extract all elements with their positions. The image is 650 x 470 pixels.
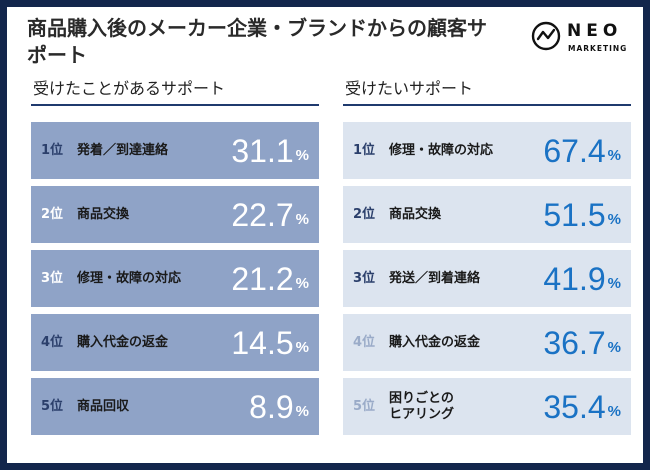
ranking-row: 5位 商品回収 8.9% bbox=[31, 378, 319, 435]
percentage-value: 35.4% bbox=[543, 378, 621, 435]
percentage-value: 41.9% bbox=[543, 250, 621, 307]
rank-label: 4位 bbox=[353, 335, 376, 350]
support-label: 修理・故障の対応 bbox=[389, 142, 494, 158]
percent-sign: % bbox=[607, 403, 621, 420]
ranking-row: 1位 修理・故障の対応 67.4% bbox=[343, 122, 631, 179]
value-number: 8.9 bbox=[249, 388, 294, 425]
page-title: 商品購入後のメーカー企業・ブランドからの顧客サポート bbox=[27, 16, 487, 67]
percent-sign: % bbox=[295, 339, 309, 356]
percentage-value: 67.4% bbox=[543, 122, 621, 179]
percent-sign: % bbox=[607, 211, 621, 228]
support-label: 商品交換 bbox=[77, 206, 130, 222]
value-number: 14.5 bbox=[231, 324, 294, 361]
percentage-value: 8.9% bbox=[249, 378, 309, 435]
ranking-row: 1位 発着／到達連絡 31.1% bbox=[31, 122, 319, 179]
received-support-heading: 受けたことがあるサポート bbox=[31, 75, 319, 106]
ranking-row: 4位 購入代金の返金 14.5% bbox=[31, 314, 319, 371]
percent-sign: % bbox=[295, 403, 309, 420]
value-number: 22.7 bbox=[231, 196, 294, 233]
received-support-rows: 1位 発着／到達連絡 31.1% 2位 商品交換 22.7% 3位 修理・故障の対応 21.2%… bbox=[31, 122, 319, 435]
support-label: 発送／到着連絡 bbox=[389, 270, 481, 286]
rank-label: 2位 bbox=[353, 207, 376, 222]
rank-label: 5位 bbox=[41, 399, 64, 414]
percent-sign: % bbox=[295, 147, 309, 164]
logo-name: NEO bbox=[567, 21, 623, 41]
percent-sign: % bbox=[607, 275, 621, 292]
rank-label: 1位 bbox=[353, 143, 376, 158]
percentage-value: 36.7% bbox=[543, 314, 621, 371]
rank-label: 4位 bbox=[41, 335, 64, 350]
ranking-row: 2位 商品交換 22.7% bbox=[31, 186, 319, 243]
percent-sign: % bbox=[607, 339, 621, 356]
support-label: 修理・故障の対応 bbox=[77, 270, 182, 286]
value-number: 51.5 bbox=[543, 196, 606, 233]
support-label: 商品交換 bbox=[389, 206, 442, 222]
value-number: 41.9 bbox=[543, 260, 606, 297]
percentage-value: 14.5% bbox=[231, 314, 309, 371]
percent-sign: % bbox=[295, 275, 309, 292]
rank-label: 5位 bbox=[353, 399, 376, 414]
wanted-support-column: 受けたいサポート 1位 修理・故障の対応 67.4% 2位 商品交換 51.5% 3位 発送／… bbox=[343, 75, 631, 442]
ranking-row: 3位 発送／到着連絡 41.9% bbox=[343, 250, 631, 307]
support-label: 購入代金の返金 bbox=[389, 334, 481, 350]
percent-sign: % bbox=[607, 147, 621, 164]
ranking-row: 5位 困りごとの ヒアリング 35.4% bbox=[343, 378, 631, 435]
value-number: 21.2 bbox=[231, 260, 294, 297]
percentage-value: 51.5% bbox=[543, 186, 621, 243]
percentage-value: 22.7% bbox=[231, 186, 309, 243]
ranking-row: 2位 商品交換 51.5% bbox=[343, 186, 631, 243]
value-number: 67.4 bbox=[543, 132, 606, 169]
wanted-support-heading: 受けたいサポート bbox=[343, 75, 631, 106]
value-number: 35.4 bbox=[543, 388, 606, 425]
rank-label: 1位 bbox=[41, 143, 64, 158]
rank-label: 3位 bbox=[353, 271, 376, 286]
received-support-column: 受けたことがあるサポート 1位 発着／到達連絡 31.1% 2位 商品交換 22.7% 3位… bbox=[31, 75, 319, 442]
value-number: 36.7 bbox=[543, 324, 606, 361]
ranking-row: 3位 修理・故障の対応 21.2% bbox=[31, 250, 319, 307]
support-label: 商品回収 bbox=[77, 398, 130, 414]
wanted-support-rows: 1位 修理・故障の対応 67.4% 2位 商品交換 51.5% 3位 発送／到着連絡 41.9%… bbox=[343, 122, 631, 435]
percent-sign: % bbox=[295, 211, 309, 228]
neo-marketing-logo: NEO MARKETING bbox=[531, 21, 637, 55]
ranking-row: 4位 購入代金の返金 36.7% bbox=[343, 314, 631, 371]
rank-label: 3位 bbox=[41, 271, 64, 286]
support-label: 発着／到達連絡 bbox=[77, 142, 169, 158]
value-number: 31.1 bbox=[231, 132, 294, 169]
support-label: 購入代金の返金 bbox=[77, 334, 169, 350]
support-label: 困りごとの ヒアリング bbox=[389, 390, 455, 422]
infographic-card: 商品購入後のメーカー企業・ブランドからの顧客サポート NEO MARKETING… bbox=[7, 7, 643, 463]
percentage-value: 21.2% bbox=[231, 250, 309, 307]
percentage-value: 31.1% bbox=[231, 122, 309, 179]
logo-mark-icon bbox=[531, 21, 561, 51]
logo-subtitle: MARKETING bbox=[568, 44, 628, 53]
rank-label: 2位 bbox=[41, 207, 64, 222]
